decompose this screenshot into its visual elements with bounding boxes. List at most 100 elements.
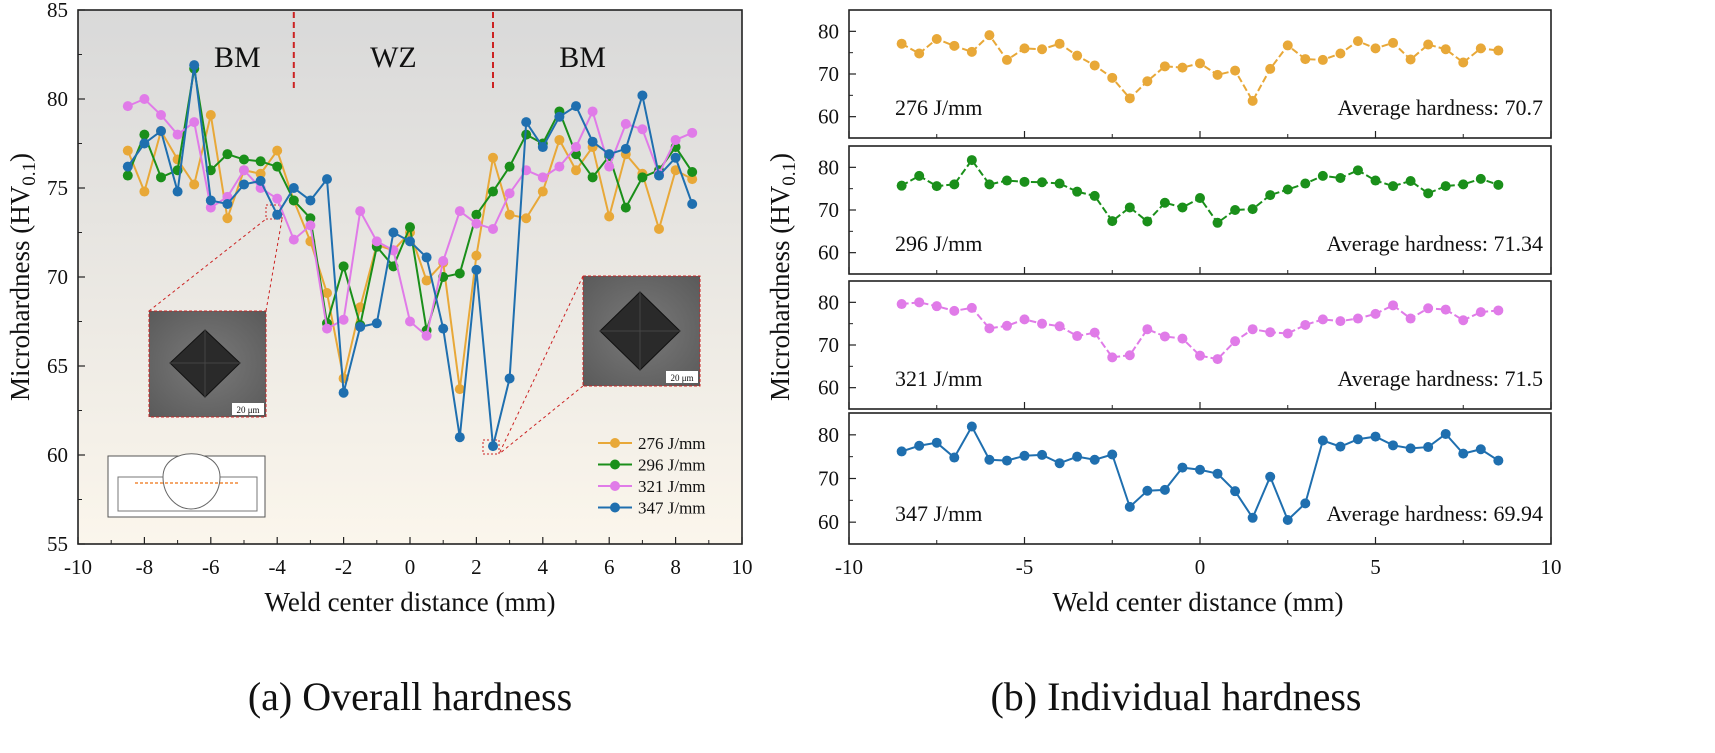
panel-average-label: Average hardness: 71.34 [1327,231,1543,256]
data-point [1335,316,1346,327]
data-point [1475,307,1486,318]
data-point [1159,484,1170,495]
data-point [914,440,925,451]
data-point [1177,202,1188,213]
data-point [156,110,166,121]
x-tick-label: -5 [1016,555,1034,579]
data-point [272,161,283,172]
data-point [454,206,465,217]
data-point [1230,65,1241,76]
data-point [122,170,133,181]
data-point [139,94,150,104]
x-tick-label: 0 [1195,555,1206,579]
data-point [1352,434,1363,445]
data-point [604,149,615,160]
data-point [471,250,482,261]
y-tick-label: 60 [818,105,839,129]
data-point [222,149,233,160]
data-point [1247,204,1258,215]
data-point [1475,444,1486,455]
data-point [504,373,515,384]
data-point [488,441,498,452]
data-point [914,297,925,308]
y-tick-label: 65 [47,354,68,378]
leader-line [498,275,584,455]
data-point [896,180,907,191]
data-point [222,213,233,224]
data-point [1300,319,1311,330]
data-point [172,186,183,197]
data-point [896,299,907,310]
data-point [322,174,332,185]
panel-frame [848,145,1552,275]
plot-a-series [122,60,698,452]
x-tick-label: -6 [202,555,220,579]
data-point [488,152,498,163]
data-point [1458,57,1469,68]
y-tick-label: 60 [818,241,839,265]
data-point [571,101,581,112]
legend-label: 296 J/mm [638,456,706,475]
data-point [305,220,316,231]
data-point [687,166,698,177]
data-point [1335,48,1346,59]
y-tick-label: 75 [47,176,68,200]
data-point [1423,188,1434,199]
individual-hardness-chart: 60 70 80 276 J/mm Average hardness: 70.7 60 70… [765,9,1562,719]
region-label-bm-left: BM [214,41,261,74]
data-point [272,193,283,204]
data-point [1440,44,1451,55]
data-point [896,446,907,457]
data-point [1352,36,1363,47]
data-point [521,213,532,224]
data-point [205,202,216,213]
data-point [1282,328,1293,339]
data-point [305,213,316,224]
data-point [371,236,382,247]
data-point [1230,486,1241,497]
data-point [1037,318,1048,329]
data-point [949,452,960,463]
data-point [1054,321,1065,332]
panel-321-jmm: 60 70 80 321 J/mm Average hardness: 71.5 [818,280,1552,410]
data-point [1423,39,1434,50]
data-point [1107,352,1118,363]
data-point [421,330,432,341]
data-point [122,145,133,156]
region-label-bm-right: BM [559,41,606,74]
data-point [554,111,565,122]
data-point [504,209,515,220]
data-point [338,387,349,398]
data-point [172,129,183,140]
legend-label: 347 J/mm [638,499,706,518]
data-point [1475,173,1486,184]
data-point [896,38,907,49]
y-tick-label: 80 [47,87,68,111]
data-point [454,268,465,279]
data-point [1475,43,1486,54]
data-point [1072,50,1083,61]
data-point [122,101,133,112]
data-point [654,223,664,234]
data-point [1195,350,1205,361]
data-point [239,165,249,176]
data-point [388,227,399,238]
data-point [1247,512,1258,523]
data-point [1177,62,1188,73]
data-point [1212,468,1223,479]
data-point [1019,176,1030,187]
legend-entry: 276 J/mm [598,434,706,453]
data-point [156,172,166,183]
series-347-jmm [122,60,698,452]
data-point [1195,193,1205,204]
data-point [272,209,283,220]
data-point [288,234,299,245]
data-point [338,314,349,325]
data-point [1423,303,1434,314]
caption-a: (a) Overall hardness [248,674,572,719]
x-tick-label: -10 [835,555,863,579]
data-point [571,142,581,153]
legend-marker [610,502,620,513]
